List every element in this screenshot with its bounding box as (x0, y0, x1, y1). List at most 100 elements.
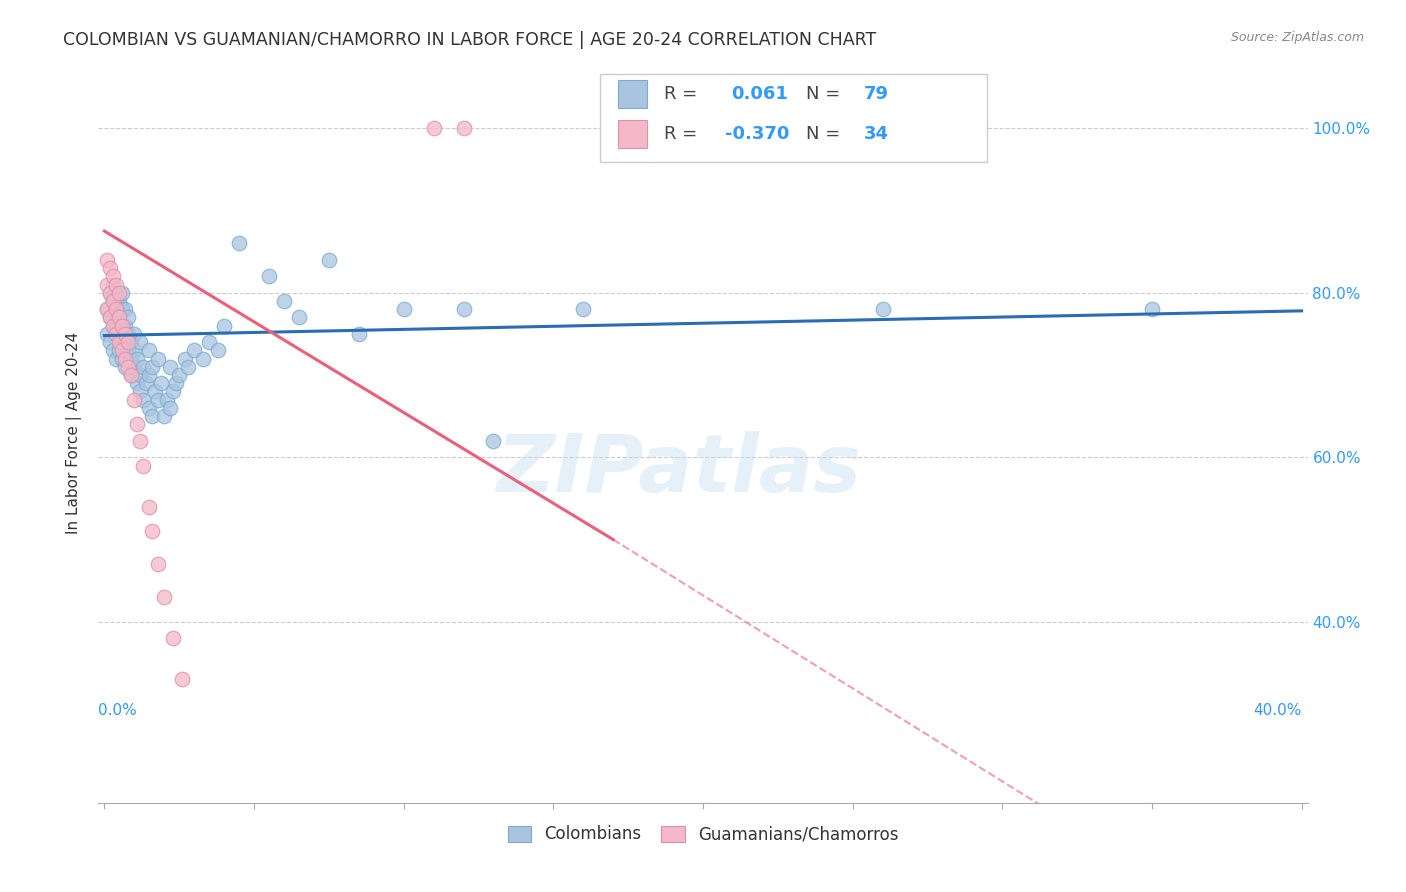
Point (120, 368, 142, 382)
Point (288, 310, 311, 325)
Point (108, 285, 131, 300)
Point (422, 121, 444, 136)
Point (100, 310, 122, 325)
Point (177, 359, 200, 374)
Point (96, 302, 118, 317)
Point (124, 343, 146, 358)
Point (207, 343, 229, 358)
FancyBboxPatch shape (619, 80, 647, 108)
Point (100, 285, 122, 300)
Point (111, 351, 134, 366)
Point (572, 302, 595, 317)
Point (114, 318, 136, 333)
Point (105, 326, 128, 341)
Point (162, 632, 184, 646)
Text: N =: N = (806, 86, 846, 103)
Point (138, 401, 160, 415)
Point (212, 318, 235, 333)
Point (318, 252, 340, 267)
Text: 40.0%: 40.0% (1253, 703, 1302, 718)
Point (153, 409, 176, 424)
Point (150, 376, 173, 391)
Point (108, 343, 131, 358)
Point (100, 285, 122, 300)
Point (117, 343, 139, 358)
Point (111, 343, 134, 358)
Point (108, 326, 131, 341)
Point (1140, 302, 1163, 317)
Text: Source: ZipAtlas.com: Source: ZipAtlas.com (1230, 31, 1364, 45)
Point (114, 335, 136, 350)
Y-axis label: In Labor Force | Age 20-24: In Labor Force | Age 20-24 (66, 332, 83, 533)
Text: 34: 34 (863, 125, 889, 144)
Point (135, 376, 157, 391)
Point (111, 285, 134, 300)
Point (100, 310, 122, 325)
Point (124, 326, 146, 341)
Point (105, 326, 128, 341)
Point (129, 434, 152, 448)
Point (129, 335, 152, 350)
Point (103, 277, 125, 292)
Point (141, 524, 163, 539)
Point (148, 351, 170, 366)
Point (347, 326, 370, 341)
Point (103, 343, 125, 358)
Point (172, 673, 194, 687)
Text: 79: 79 (863, 86, 889, 103)
Point (103, 318, 125, 333)
Point (96, 252, 118, 267)
Point (103, 269, 125, 284)
Point (111, 335, 134, 350)
Point (159, 359, 181, 374)
Point (453, 121, 475, 136)
Point (127, 376, 149, 391)
Text: R =: R = (664, 125, 703, 144)
Text: N =: N = (806, 125, 846, 144)
Point (114, 351, 136, 366)
Text: COLOMBIAN VS GUAMANIAN/CHAMORRO IN LABOR FORCE | AGE 20-24 CORRELATION CHART: COLOMBIAN VS GUAMANIAN/CHAMORRO IN LABOR… (63, 31, 876, 49)
Point (127, 351, 149, 366)
Text: 0.0%: 0.0% (98, 703, 138, 718)
Point (117, 359, 139, 374)
Point (162, 384, 184, 399)
Point (392, 302, 415, 317)
Point (228, 236, 250, 251)
Point (174, 351, 197, 366)
Point (453, 302, 475, 317)
Point (108, 335, 131, 350)
Text: 0.061: 0.061 (731, 86, 787, 103)
Point (120, 335, 142, 350)
Point (108, 310, 131, 325)
Point (108, 293, 131, 308)
Point (132, 458, 155, 473)
Point (159, 401, 181, 415)
FancyBboxPatch shape (600, 73, 987, 162)
Point (103, 293, 125, 308)
Point (105, 302, 128, 317)
Text: ZIPatlas: ZIPatlas (496, 431, 862, 508)
Point (114, 302, 136, 317)
Point (138, 343, 160, 358)
Point (138, 500, 160, 514)
Point (167, 368, 190, 382)
Point (100, 261, 122, 276)
Point (96, 302, 118, 317)
Point (108, 310, 131, 325)
Point (117, 335, 139, 350)
Point (111, 318, 134, 333)
Point (132, 392, 155, 407)
Point (141, 409, 163, 424)
Point (165, 376, 187, 391)
Point (273, 293, 295, 308)
Point (96, 277, 118, 292)
Point (117, 310, 139, 325)
Text: -0.370: -0.370 (724, 125, 789, 144)
Point (103, 293, 125, 308)
Point (120, 368, 142, 382)
Point (105, 351, 128, 366)
Point (156, 392, 179, 407)
Point (111, 318, 134, 333)
Point (105, 285, 128, 300)
Point (117, 326, 139, 341)
